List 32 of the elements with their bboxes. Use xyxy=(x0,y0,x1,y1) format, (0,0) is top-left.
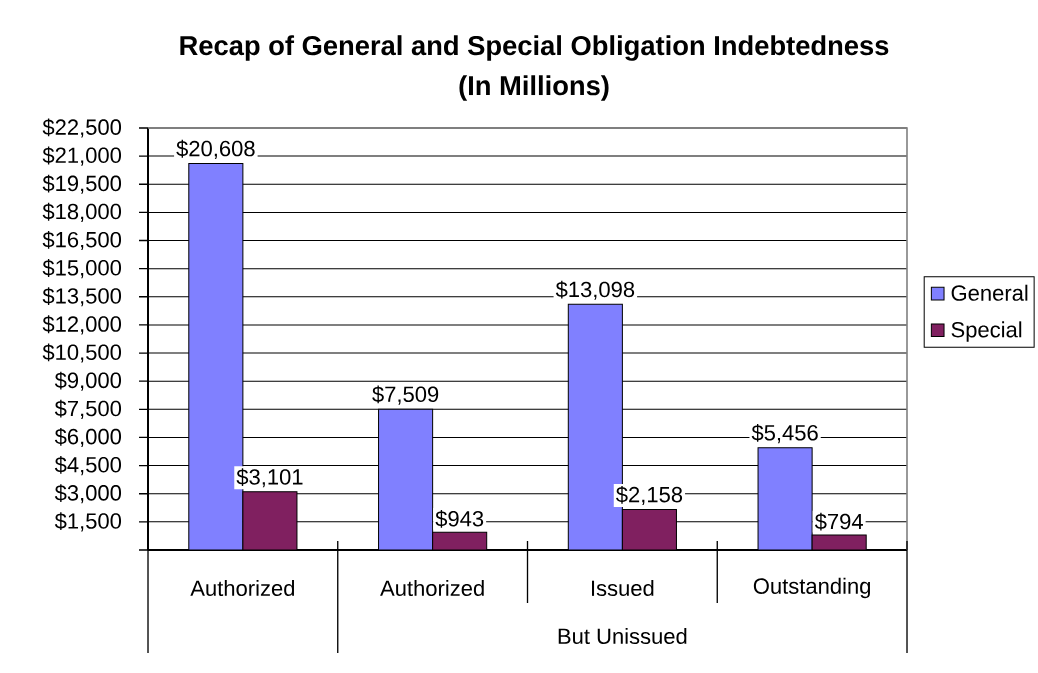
y-tick-label: $7,500 xyxy=(54,399,122,419)
y-tick-label: $13,500 xyxy=(42,287,122,307)
y-tick-label: $15,000 xyxy=(42,259,122,279)
y-tick-label: $12,000 xyxy=(42,315,122,335)
text: But Unissued xyxy=(558,627,687,645)
data-label: $2,158 xyxy=(616,485,683,506)
data-label: $5,456 xyxy=(751,424,818,444)
y-tick-label: $1,500 xyxy=(54,512,122,532)
x-tick-label: Authorized xyxy=(380,579,484,597)
data-label: $3,101 xyxy=(236,468,303,488)
y-tick-label: $9,000 xyxy=(54,371,122,391)
y-tick-label: $6,000 xyxy=(54,427,122,448)
y-tick-label: $3,000 xyxy=(54,484,122,504)
y-tick-label: $21,000 xyxy=(42,146,122,166)
x-tick-label: Outstanding xyxy=(753,577,871,599)
y-tick-label: $19,500 xyxy=(42,174,122,194)
data-label: $13,098 xyxy=(555,280,635,300)
y-tick-label: $10,500 xyxy=(42,343,122,363)
y-tick-label: $16,500 xyxy=(42,230,122,251)
data-label: $943 xyxy=(435,509,484,528)
y-tick-label: $22,500 xyxy=(42,118,122,138)
data-label: $794 xyxy=(814,512,863,531)
y-tick-label: $18,000 xyxy=(42,202,122,222)
y-tick-label: $4,500 xyxy=(54,456,122,476)
legend-label: General xyxy=(951,284,1028,301)
chart-subtitle: (In Millions) xyxy=(459,75,609,101)
data-label: $20,608 xyxy=(176,139,255,159)
x-tick-label: Authorized xyxy=(190,579,295,597)
chart-title: Recap of General and Special Obligation Indebtedness xyxy=(180,35,889,61)
x-tick-label: Issued xyxy=(592,579,654,597)
legend-label: Special xyxy=(951,321,1022,342)
data-label: $7,509 xyxy=(372,385,439,405)
